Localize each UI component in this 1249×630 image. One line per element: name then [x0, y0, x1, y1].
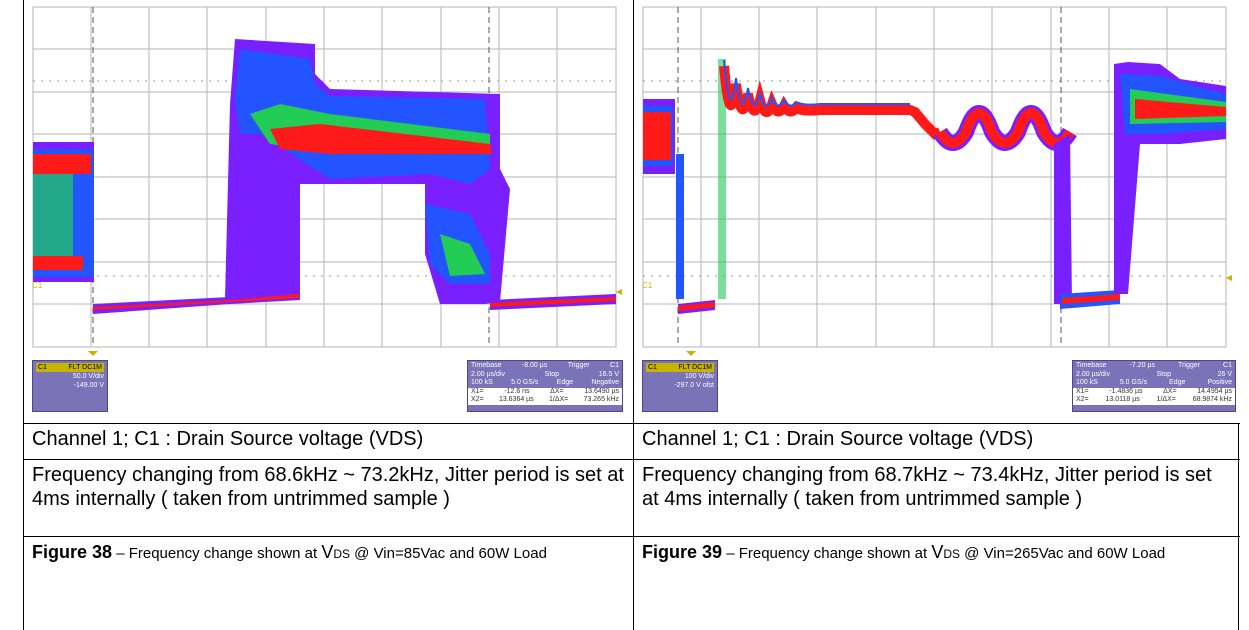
x1-value: -1.4836 µs	[1109, 387, 1143, 395]
x2-label: X2=	[471, 396, 484, 404]
trigger-slope: Negative	[591, 379, 619, 387]
inv-dx-label: 1/ΔX=	[1156, 396, 1176, 404]
trigger-type: Edge	[556, 379, 574, 387]
volts-per-div: 50.0 V/div	[72, 373, 104, 380]
x2-value: 13.6364 µs	[498, 396, 534, 404]
svg-text:C1: C1	[32, 281, 43, 290]
inv-dx-value: 73.265 kHz	[583, 396, 619, 404]
trigger-label: Trigger	[1178, 362, 1200, 369]
trigger-mode: Stop	[544, 370, 560, 378]
volts-per-div: 100 V/div	[684, 373, 714, 380]
trace-fig38	[33, 39, 616, 314]
filter-label: FLT DC1M	[68, 364, 102, 371]
channel-caption-fig38: Channel 1; C1 : Drain Source voltage (VD…	[24, 424, 634, 460]
timebase-value: -8.00 µs	[521, 362, 548, 369]
waveform-plot-fig38: C1	[32, 6, 622, 356]
timebase-panel-fig39: Timebase -7.20 µs Trigger C1 2.00 µs/div Sto…	[1072, 360, 1236, 412]
x2-label: X2=	[1076, 396, 1089, 404]
x1-value: -12.6 ns	[504, 387, 530, 395]
trigger-level: 26 V	[1217, 370, 1232, 378]
timebase-value: -7.20 µs	[1129, 362, 1155, 369]
sample-rate: 5.0 GS/s	[1119, 379, 1148, 387]
trigger-label: Trigger	[567, 362, 590, 369]
channel-panel-fig39: C1 FLT DC1M 100 V/div -297.0 V ofst	[642, 360, 718, 412]
dx-value: 13.6490 µs	[584, 387, 619, 395]
timebase-label: Timebase	[471, 362, 502, 369]
figure-condition: @ Vin=265Vac and 60W Load	[960, 545, 1166, 562]
channel-panel-fig38: C1 FLT DC1M 50.0 V/div -149.00 V	[32, 360, 108, 412]
figure-dash: – Frequency change shown at	[722, 545, 932, 562]
vds-symbol: VDS	[321, 542, 350, 562]
timebase-label: Timebase	[1076, 362, 1107, 369]
ds-subscript: DS	[333, 547, 351, 561]
scope-cell-left: C1 C1 FLT DC1M 50.0 V/div -149.00 V Timeb…	[24, 0, 634, 424]
figure-number: Figure 39	[642, 542, 723, 562]
trigger-channel: C1	[610, 362, 619, 369]
trigger-type: Edge	[1169, 379, 1186, 387]
dx-label: ΔX=	[1163, 387, 1177, 395]
vds-symbol: VDS	[931, 542, 960, 562]
time-per-div: 2.00 µs/div	[471, 370, 505, 378]
time-per-div: 2.00 µs/div	[1076, 370, 1110, 378]
oscilloscope-screen-fig39: C1 C1 FLT DC1M 100 V/div -297.0 V ofst Ti…	[640, 4, 1238, 416]
figure-table: C1 C1 FLT DC1M 50.0 V/div -149.00 V Timeb…	[23, 0, 1240, 630]
offset-value: -297.0 V ofst	[674, 382, 714, 389]
trigger-channel: C1	[1223, 362, 1232, 369]
description-fig39: Frequency changing from 68.7kHz ~ 73.4kH…	[634, 460, 1240, 537]
inv-dx-value: 68.9874 kHz	[1192, 396, 1232, 404]
waveform-plot-fig39: C1	[642, 6, 1232, 356]
x1-label: X1=	[1076, 387, 1089, 395]
channel-label: C1	[38, 364, 47, 371]
oscilloscope-screen-fig38: C1 C1 FLT DC1M 50.0 V/div -149.00 V Timeb…	[30, 4, 628, 416]
samples: 100 kS	[1076, 379, 1098, 387]
x1-label: X1=	[471, 387, 484, 395]
inv-dx-label: 1/ΔX=	[549, 396, 569, 404]
v-letter: V	[321, 542, 334, 562]
description-fig38: Frequency changing from 68.6kHz ~ 73.2kH…	[24, 460, 634, 537]
dx-value: 14.4954 µs	[1197, 387, 1232, 395]
figure-number: Figure 38	[32, 542, 113, 562]
samples: 100 kS	[471, 379, 493, 387]
x2-value: 13.0118 µs	[1105, 396, 1140, 404]
trace-fig39	[643, 59, 1226, 314]
svg-text:C1: C1	[642, 281, 653, 290]
scope-cell-right: C1 C1 FLT DC1M 100 V/div -297.0 V ofst Ti…	[634, 0, 1240, 424]
ds-subscript: DS	[943, 547, 961, 561]
timebase-panel-fig38: Timebase -8.00 µs Trigger C1 2.00 µs/div Sto…	[467, 360, 623, 412]
trigger-slope: Positive	[1207, 379, 1232, 387]
v-letter: V	[931, 542, 944, 562]
figure-caption-fig39: Figure 39 – Frequency change shown at VD…	[634, 537, 1240, 630]
trigger-level: 16.5 V	[598, 370, 619, 378]
figure-condition: @ Vin=85Vac and 60W Load	[350, 545, 547, 562]
offset-value: -149.00 V	[73, 382, 104, 389]
figure-dash: – Frequency change shown at	[112, 545, 322, 562]
channel-label: C1	[648, 364, 657, 371]
dx-label: ΔX=	[550, 387, 564, 395]
channel-caption-fig39: Channel 1; C1 : Drain Source voltage (VD…	[634, 424, 1240, 460]
trigger-mode: Stop	[1156, 370, 1171, 378]
sample-rate: 5.0 GS/s	[511, 379, 539, 387]
filter-label: FLT DC1M	[678, 364, 712, 371]
figure-caption-fig38: Figure 38 – Frequency change shown at VD…	[24, 537, 634, 630]
